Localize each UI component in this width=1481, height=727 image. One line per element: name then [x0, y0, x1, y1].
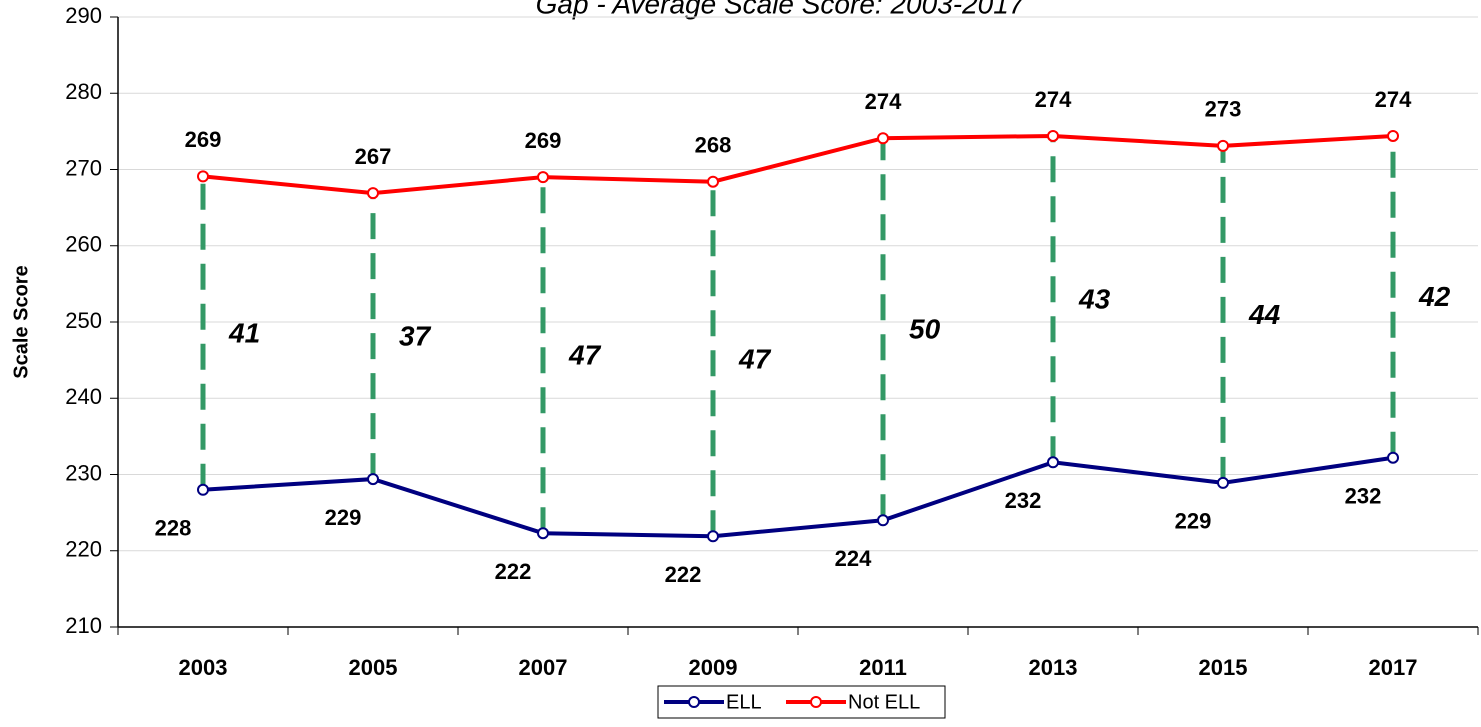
- y-tick-label: 280: [65, 79, 102, 104]
- series-line: [202, 133, 1394, 196]
- y-axis-title: Scale Score: [10, 265, 32, 378]
- point: [367, 187, 379, 200]
- legend: ELL Not ELL: [657, 685, 946, 719]
- point: [1387, 129, 1399, 142]
- point: [197, 170, 209, 183]
- x-tick-label: 2009: [689, 655, 738, 680]
- legend-marker: [688, 696, 700, 708]
- x-tick-label: 2013: [1029, 655, 1078, 680]
- series-line: [202, 455, 1394, 539]
- gap-label: 43: [1078, 284, 1111, 315]
- point: [1217, 476, 1229, 489]
- point: [1387, 451, 1399, 464]
- legend-label: Not ELL: [848, 691, 920, 713]
- data-label: 222: [495, 559, 532, 584]
- gap-label: 50: [909, 314, 941, 345]
- data-label: 229: [1175, 509, 1212, 534]
- gap-label: 44: [1248, 299, 1281, 330]
- y-tick-label: 260: [65, 232, 102, 257]
- data-label: 269: [525, 128, 562, 153]
- data-label: 222: [665, 562, 702, 587]
- x-tick-label: 2011: [859, 655, 907, 680]
- y-tick-label: 240: [65, 384, 102, 409]
- data-label: 273: [1205, 97, 1242, 122]
- y-tick-label: 250: [65, 308, 102, 333]
- point: [877, 132, 889, 145]
- y-tick-label: 230: [65, 460, 102, 485]
- data-label: 274: [1035, 87, 1072, 112]
- data-label: 274: [1375, 87, 1412, 112]
- chart-title: Gap - Average Scale Score: 2003-2017: [536, 0, 1026, 19]
- y-tick-label: 210: [65, 613, 102, 638]
- point: [707, 530, 719, 543]
- data-label: 232: [1005, 488, 1042, 513]
- point: [707, 175, 719, 188]
- data-label: 229: [325, 505, 362, 530]
- data-label: 228: [155, 516, 192, 541]
- legend-label: ELL: [726, 691, 762, 713]
- point: [197, 483, 209, 496]
- gap-label: 47: [738, 343, 772, 374]
- point: [877, 514, 889, 527]
- y-tick-label: 290: [65, 3, 102, 28]
- y-tick-label: 220: [65, 537, 102, 562]
- x-tick-label: 2007: [519, 655, 568, 680]
- x-tick-label: 2017: [1369, 655, 1418, 680]
- point: [537, 527, 549, 540]
- x-tick-label: 2005: [349, 655, 398, 680]
- gap-label: 41: [228, 317, 260, 348]
- point: [537, 171, 549, 184]
- data-label: 267: [355, 144, 392, 169]
- point: [1217, 139, 1229, 152]
- point: [367, 473, 379, 486]
- gap-label: 42: [1418, 281, 1451, 312]
- x-tick-label: 2003: [179, 655, 228, 680]
- legend-marker: [810, 696, 822, 708]
- data-label: 224: [835, 546, 872, 571]
- gap-label: 47: [568, 340, 602, 371]
- point: [1047, 456, 1059, 469]
- data-label: 274: [865, 89, 902, 114]
- x-tick-label: 2015: [1199, 655, 1248, 680]
- data-label: 232: [1345, 484, 1382, 509]
- gap-label: 37: [399, 320, 432, 351]
- y-tick-label: 270: [65, 155, 102, 180]
- data-label: 269: [185, 127, 222, 152]
- data-label: 268: [695, 133, 732, 158]
- point: [1047, 129, 1059, 142]
